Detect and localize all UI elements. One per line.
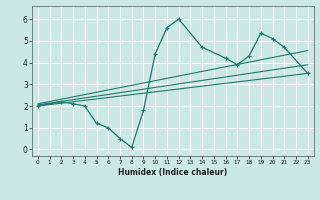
X-axis label: Humidex (Indice chaleur): Humidex (Indice chaleur) bbox=[118, 168, 228, 177]
